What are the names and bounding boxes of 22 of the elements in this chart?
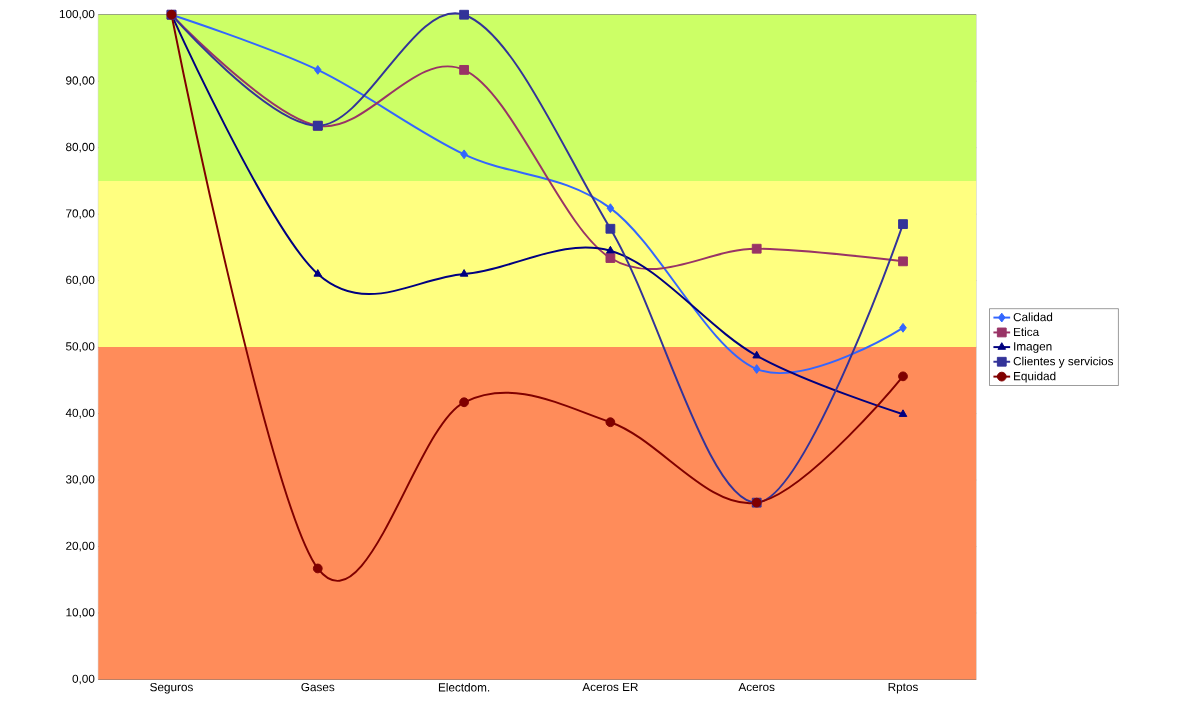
- legend-label: Equidad: [1014, 371, 1056, 383]
- x-tick-label: Aceros ER: [582, 683, 638, 692]
- y-tick-label: 70,00: [66, 209, 95, 220]
- y-tick-label: 20,00: [66, 541, 95, 552]
- y-tick-label: 50,00: [65, 342, 95, 353]
- legend-label: Clientes y servicios: [1013, 356, 1114, 368]
- x-tick-label: Seguros: [150, 683, 193, 694]
- y-tick-label: 40,00: [65, 408, 95, 419]
- x-tick-label: Electdom.: [438, 683, 490, 692]
- x-tick-label: Gases: [301, 683, 335, 692]
- y-tick-label: 30,00: [65, 475, 95, 486]
- y-tick-label: 80,00: [66, 142, 95, 153]
- x-tick-label: Aceros: [738, 683, 775, 692]
- legend-label: Etica: [1014, 327, 1040, 337]
- x-tick-label: Rptos: [888, 683, 918, 694]
- y-tick-label: 10,00: [66, 608, 95, 618]
- y-tick-label: 60,00: [66, 275, 95, 286]
- legend-label: Calidad: [1013, 312, 1053, 322]
- legend-label: Imagen: [1014, 342, 1052, 353]
- y-tick-label: 90,00: [66, 76, 95, 87]
- y-tick-label: 0,00: [72, 674, 95, 685]
- y-tick-label: 100,00: [59, 9, 95, 20]
